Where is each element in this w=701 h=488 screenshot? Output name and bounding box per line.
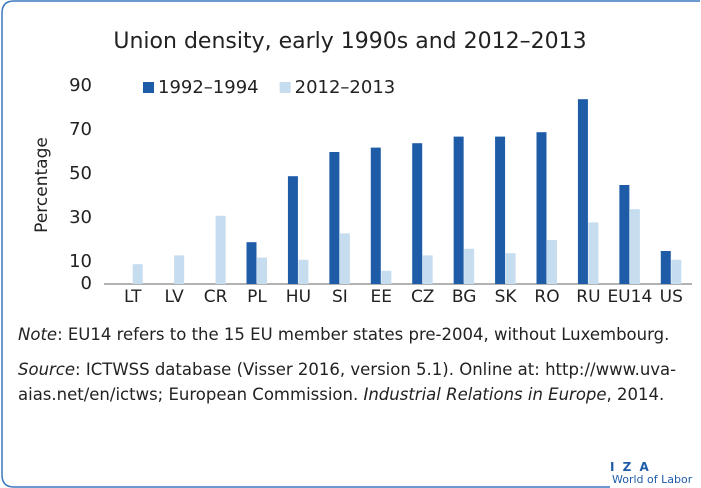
bar bbox=[422, 255, 433, 284]
logo-bottom: World of Labor bbox=[612, 473, 693, 486]
bar bbox=[588, 222, 599, 284]
y-tick-label: 50 bbox=[69, 163, 92, 184]
bar bbox=[412, 143, 423, 284]
y-tick-label: 0 bbox=[81, 273, 92, 294]
bar bbox=[547, 240, 557, 284]
source-italic: Industrial Relations in Europe bbox=[363, 385, 607, 404]
bar bbox=[629, 209, 640, 284]
bar bbox=[453, 136, 464, 284]
bar bbox=[370, 147, 381, 284]
x-tick-label: US bbox=[660, 287, 683, 307]
bar bbox=[329, 152, 340, 284]
y-tick-label: 10 bbox=[69, 251, 92, 272]
x-tick-label: BG bbox=[452, 287, 477, 307]
bar bbox=[339, 233, 350, 284]
x-tick-label: SK bbox=[495, 287, 518, 307]
bar bbox=[577, 99, 588, 284]
y-tick-label: 70 bbox=[69, 119, 92, 140]
bar bbox=[215, 215, 226, 284]
source-label: Source bbox=[18, 360, 76, 379]
y-tick-label: 30 bbox=[69, 207, 92, 228]
source-text: : ICTWSS database (Visser 2016, version … bbox=[18, 360, 677, 404]
x-tick-label: EU14 bbox=[607, 287, 652, 307]
notes: Note: EU14 refers to the 15 EU member st… bbox=[18, 322, 678, 417]
bar bbox=[619, 185, 630, 284]
bar bbox=[257, 257, 267, 284]
legend-swatch bbox=[143, 82, 154, 93]
logo-top: I Z A bbox=[610, 460, 651, 474]
legend-label: 2012–2013 bbox=[295, 77, 396, 98]
bar bbox=[381, 270, 392, 284]
bar bbox=[132, 264, 143, 284]
y-tick-label: 90 bbox=[69, 75, 92, 96]
x-tick-label: CZ bbox=[411, 287, 435, 307]
bar bbox=[671, 259, 682, 284]
bar bbox=[464, 248, 475, 284]
note: Note: EU14 refers to the 15 EU member st… bbox=[18, 322, 678, 347]
note-label: Note bbox=[18, 325, 58, 344]
x-tick-label: LV bbox=[165, 287, 185, 307]
bar bbox=[287, 176, 298, 284]
legend-swatch bbox=[279, 82, 291, 93]
bar bbox=[246, 242, 257, 284]
x-tick-label: SI bbox=[332, 287, 348, 307]
source: Source: ICTWSS database (Visser 2016, ve… bbox=[18, 357, 678, 407]
note-text: : EU14 refers to the 15 EU member states… bbox=[57, 325, 670, 344]
x-tick-label: LT bbox=[124, 287, 142, 307]
bar bbox=[174, 255, 185, 284]
x-tick-label: HU bbox=[286, 287, 311, 307]
legend-label: 1992–1994 bbox=[158, 77, 259, 98]
chart-title: Union density, early 1990s and 2012–2013 bbox=[113, 29, 586, 54]
x-tick-label: EE bbox=[371, 287, 392, 307]
x-tick-label: RO bbox=[534, 287, 559, 307]
source-end: , 2014. bbox=[606, 385, 665, 404]
x-tick-label: RU bbox=[576, 287, 600, 307]
bar bbox=[505, 253, 516, 284]
bar bbox=[660, 251, 671, 284]
y-axis-label: Percentage bbox=[32, 137, 52, 233]
bar bbox=[495, 136, 506, 284]
x-tick-label: CR bbox=[204, 287, 228, 307]
x-tick-label: PL bbox=[247, 287, 267, 307]
bar bbox=[298, 259, 309, 284]
bar bbox=[536, 132, 547, 284]
